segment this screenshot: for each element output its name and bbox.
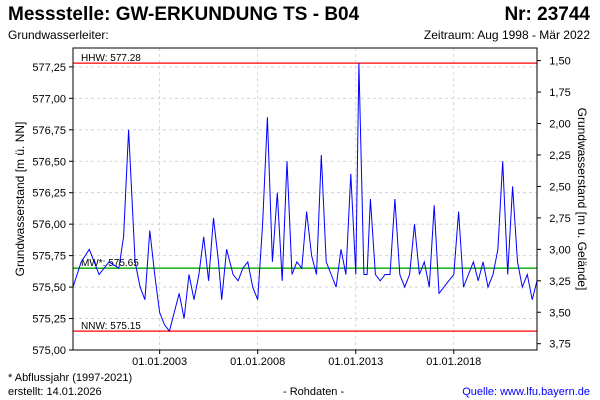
source-link[interactable]: Quelle: www.lfu.bayern.de [462,386,590,398]
y-tick-label: 575,75 [32,251,66,263]
y-tick-label: 576,75 [32,125,66,137]
y2-tick-label: 1,75 [549,87,570,99]
x-tick-label: 01.01.2008 [230,356,285,368]
y-tick-label: 576,25 [32,188,66,200]
reference-label: MW*: 575.65 [81,258,139,269]
footnote: * Abflussjahr (1997-2021) [8,372,133,384]
page-title: Messstelle: GW-ERKUNDUNG TS - B04 [8,4,360,25]
y2-tick-label: 2,75 [549,213,570,225]
y2-tick-label: 2,50 [549,181,570,193]
station-number: Nr: 23744 [504,4,590,25]
y-tick-label: 577,25 [32,62,66,74]
y-tick-label: 576,50 [32,156,66,168]
y2-tick-label: 3,75 [549,339,570,351]
raw-data-label: - Rohdaten - [283,386,345,398]
y2-tick-label: 2,00 [549,119,570,131]
groundwater-series-line [72,63,538,333]
y2-tick-label: 3,25 [549,276,570,288]
reference-label: NNW: 575.15 [81,321,141,332]
created-date: erstellt: 14.01.2026 [8,386,102,398]
y2-tick-label: 3,00 [549,244,570,256]
y2-tick-label: 3,50 [549,307,570,319]
y2-tick-label: 2,25 [549,150,570,162]
period-label: Zeitraum: Aug 1998 - Mär 2022 [423,28,590,42]
y-tick-label: 575,25 [32,314,66,326]
y-tick-label: 575,50 [32,282,66,294]
y-axis-label: Grundwasserstand [m ü. NN] [13,122,27,277]
x-tick-label: 01.01.2013 [328,356,383,368]
reference-label: HHW: 577.28 [81,53,141,64]
y-tick-label: 577,00 [32,93,66,105]
plot-frame [72,47,538,351]
y2-tick-label: 1,50 [549,56,570,68]
y2-axis-label: Grundwasserstand [m u. Gelände] [575,108,589,291]
aquifer-label: Grundwasserleiter: [8,28,109,42]
x-tick-label: 01.01.2003 [132,356,187,368]
y-tick-label: 575,00 [32,345,66,357]
x-tick-label: 01.01.2018 [426,356,481,368]
y-tick-label: 576,00 [32,219,66,231]
